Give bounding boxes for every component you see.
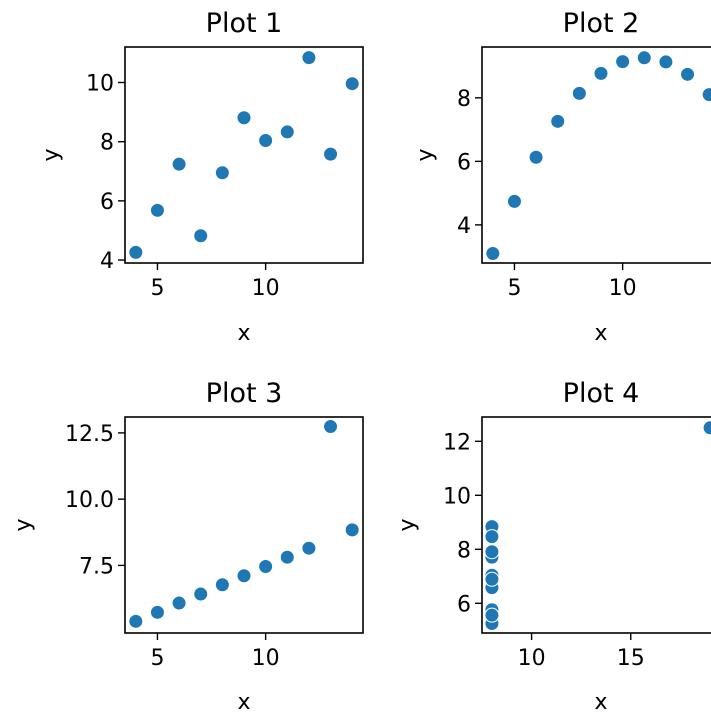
data-point [279,124,295,140]
subplot-3: Plot 3 x y 5 10 7.5 10.0 12.5 [11,378,364,712]
data-point [506,193,522,209]
subplot-title: Plot 4 [563,378,640,409]
data-point [214,165,230,181]
axes-frame [124,46,364,264]
subplot-1: Plot 1 x y 5 10 4 6 8 10 [39,8,364,346]
data-point [236,110,252,126]
data-point [550,113,566,129]
y-axis-label: y [395,518,420,531]
y-tick-label: 10 [443,484,471,509]
x-tick-label: 10 [252,276,280,301]
subplot-2: Plot 2 x y 5 10 4 6 8 [413,8,711,346]
y-tick-label: 10 [86,72,114,97]
data-point [485,245,501,261]
subplot-title: Plot 3 [206,378,283,409]
data-point [258,558,274,574]
data-point [484,544,500,560]
data-point [528,149,544,165]
y-tick-label: 7.5 [79,554,114,579]
y-tick-label: 4 [457,214,471,239]
data-point [484,529,500,545]
x-tick-label: 15 [617,646,645,671]
data-point [323,419,339,435]
data-point [593,65,609,81]
data-point [301,540,317,556]
x-axis-label: x [237,321,250,346]
data-point [323,146,339,162]
subplot-title: Plot 2 [563,8,640,39]
y-axis-label: y [39,148,64,161]
data-point [702,420,711,436]
data-point [171,156,187,172]
data-point [279,549,295,565]
data-point [128,244,144,260]
subplot-title: Plot 1 [206,8,283,39]
y-tick-label: 6 [457,592,471,617]
x-axis-label: x [594,690,607,712]
x-tick-label: 10 [609,276,637,301]
data-point [571,85,587,101]
data-point [193,586,209,602]
data-point [171,595,187,611]
y-tick-label: 4 [100,249,114,274]
x-tick-label: 5 [150,646,164,671]
data-point [636,50,652,66]
y-tick-label: 8 [457,538,471,563]
y-tick-label: 8 [457,87,471,112]
subplot-4: Plot 4 x y 10 15 6 8 10 12 [395,378,711,712]
axes-frame [481,416,711,634]
x-tick-label: 10 [252,646,280,671]
data-point [193,228,209,244]
y-tick-label: 8 [100,131,114,156]
data-point [701,87,711,103]
data-point [236,568,252,584]
axes-frame [124,416,364,634]
data-point [301,50,317,66]
data-point [615,54,631,70]
data-point [214,577,230,593]
x-axis-label: x [237,690,250,712]
y-tick-label: 12.5 [65,422,114,447]
y-tick-label: 12 [443,430,471,455]
data-point [258,133,274,149]
x-tick-label: 5 [507,276,521,301]
y-axis-label: y [11,518,36,531]
x-axis-label: x [594,321,607,346]
data-point [344,522,360,538]
data-point [484,607,500,623]
x-tick-label: 5 [150,276,164,301]
data-point [344,76,360,92]
data-point [484,571,500,587]
x-tick-label: 10 [518,646,546,671]
data-point [658,54,674,70]
data-point [128,613,144,629]
axes-frame [481,46,711,264]
data-point [149,604,165,620]
y-tick-label: 6 [100,190,114,215]
data-point [680,66,696,82]
y-tick-label: 10.0 [65,488,114,513]
data-point [149,202,165,218]
y-axis-label: y [413,148,438,161]
y-tick-label: 6 [457,150,471,175]
